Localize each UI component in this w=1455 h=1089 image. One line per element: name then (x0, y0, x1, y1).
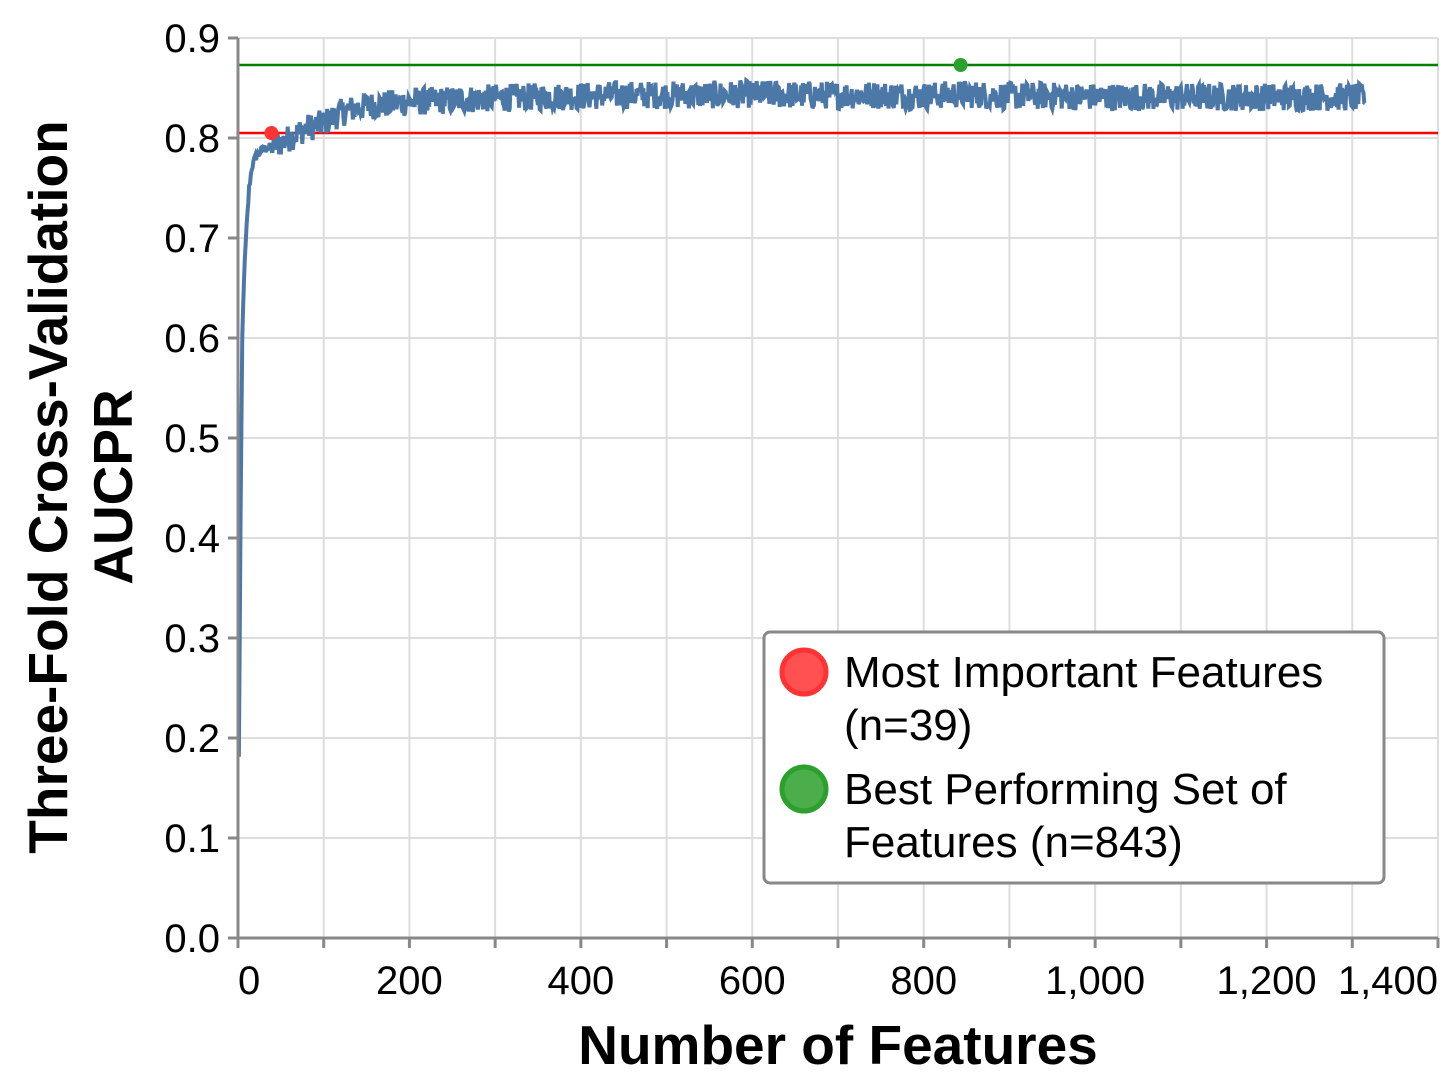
highlight-point (264, 126, 279, 140)
legend: Most Important Features (n=39) Best Perf… (762, 630, 1386, 885)
x-tick-label: 600 (719, 959, 786, 1003)
x-tick-label: 0 (238, 959, 260, 1003)
legend-symbol-best-performing (779, 764, 829, 814)
y-tick-label: 0.3 (164, 617, 220, 661)
y-tick-label: 0.6 (164, 317, 220, 361)
y-tick-label: 0.4 (164, 517, 220, 561)
y-axis-title-line-2: AUCPR (82, 389, 144, 585)
legend-symbol-most-important (779, 647, 829, 697)
y-tick-label: 0.9 (164, 17, 220, 61)
highlight-point (953, 58, 968, 72)
y-tick-label: 0.7 (164, 217, 220, 261)
x-tick-label: 400 (547, 959, 614, 1003)
y-tick-label: 0.0 (164, 917, 220, 961)
x-axis-ticks: 0 200 400 600 800 1,000 1,200 1,400 (236, 938, 1440, 1003)
legend-box (762, 630, 1386, 885)
x-tick-label: 200 (376, 959, 443, 1003)
y-axis-title-line-1: Three-Fold Cross-Validation (17, 120, 79, 853)
y-tick-label: 0.2 (164, 717, 220, 761)
reference-lines (238, 63, 1438, 135)
highlight-points (264, 58, 968, 140)
y-tick-label: 0.8 (164, 117, 220, 161)
legend-label-best-performing-line-2: Features (n=843) (844, 818, 1183, 867)
legend-label-best-performing-line-1: Best Performing Set of (844, 765, 1287, 814)
x-tick-label: 1,200 (1217, 959, 1317, 1003)
x-tick-label: 1,400 (1338, 959, 1438, 1003)
x-tick-label: 800 (890, 959, 957, 1003)
y-axis-ticks: 0.0 0.1 0.2 0.3 0.4 0.5 0.6 0.7 0.8 0.9 (164, 17, 238, 961)
y-tick-label: 0.1 (164, 817, 220, 861)
y-tick-label: 0.5 (164, 417, 220, 461)
x-tick-label: 1,000 (1045, 959, 1145, 1003)
legend-label-most-important-line-1: Most Important Features (844, 648, 1323, 697)
legend-label-most-important-line-2: (n=39) (844, 701, 972, 750)
x-axis-title: Number of Features (578, 1014, 1098, 1076)
series-line (236, 76, 1367, 757)
